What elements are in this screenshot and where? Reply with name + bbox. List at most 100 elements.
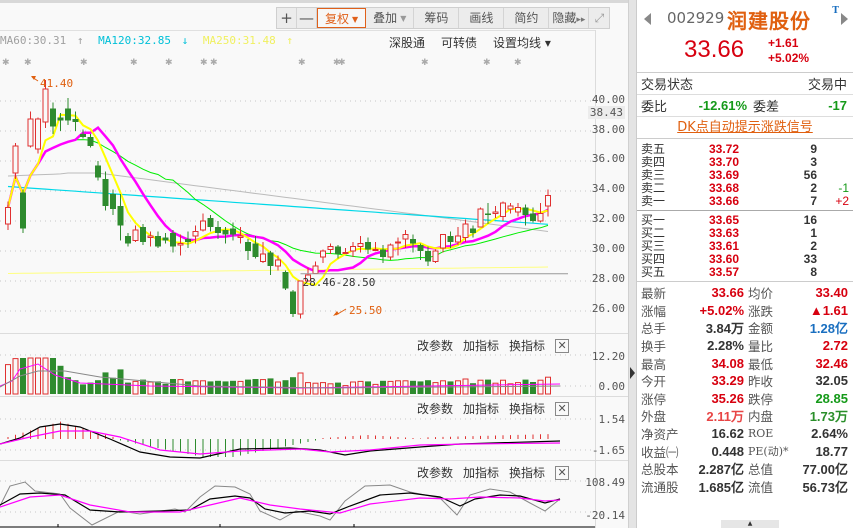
add-indicator-button[interactable]: 加指标 bbox=[463, 466, 500, 480]
level-label: 买一 bbox=[641, 213, 666, 227]
bid-row[interactable]: 买五 33.57 8 bbox=[637, 266, 853, 279]
ma250-label: MA250:31.48 bbox=[202, 34, 276, 47]
stat-label: PE(动)* bbox=[748, 445, 789, 459]
switch-indicator-button[interactable]: 换指标 bbox=[509, 339, 546, 353]
dk-signal-link[interactable]: DK点自动提示涨跌信号 bbox=[637, 117, 853, 139]
level-price: 33.69 bbox=[709, 168, 740, 182]
overlay-dropdown[interactable]: 叠加 ▼ bbox=[366, 8, 415, 28]
level-volume: 56 bbox=[803, 168, 817, 182]
hk-connect-link[interactable]: 深股通 bbox=[389, 36, 426, 50]
chips-button[interactable]: 筹码 bbox=[414, 8, 460, 28]
kdj-axis-min: -20.14 bbox=[585, 509, 625, 522]
volume-panel-header: 改参数 加指标 换指标 ✕ bbox=[417, 337, 570, 354]
stat-value: 77.00亿 bbox=[802, 462, 848, 478]
overlay-label: 叠加 bbox=[373, 11, 398, 25]
stat-label: 金额 bbox=[748, 321, 774, 337]
stat-value: 35.26 bbox=[711, 390, 744, 406]
stat-row: 总手 3.84万 金额 1.28亿 bbox=[637, 319, 853, 337]
bid-row[interactable]: 买二 33.63 1 bbox=[637, 227, 853, 240]
switch-indicator-button[interactable]: 换指标 bbox=[509, 402, 546, 416]
level-volume: 7 bbox=[810, 194, 817, 208]
svg-text:✱: ✱ bbox=[421, 58, 429, 68]
weibi-value: -12.61% bbox=[698, 98, 747, 113]
switch-indicator-button[interactable]: 换指标 bbox=[509, 466, 546, 480]
ma60-label: MA60:30.31 bbox=[0, 34, 67, 47]
stat-label: 外盘 bbox=[641, 409, 667, 425]
svg-text:✱: ✱ bbox=[24, 58, 32, 68]
convertible-bond-link[interactable]: 可转债 bbox=[441, 36, 478, 50]
level-delta: -1 bbox=[838, 181, 849, 195]
stat-value: 1.28亿 bbox=[809, 321, 848, 337]
ma60-value: MA60:30.31 ↑ bbox=[0, 34, 87, 47]
bid-row[interactable]: 买三 33.61 2 bbox=[637, 240, 853, 253]
kdj-axis-max: 108.49 bbox=[585, 476, 625, 489]
simple-mode-button[interactable]: 简约 bbox=[504, 8, 550, 28]
ask-row[interactable]: 卖三 33.69 56 bbox=[637, 169, 853, 182]
svg-text:✱: ✱ bbox=[514, 58, 522, 68]
macd-panel-header: 改参数 加指标 换指标 ✕ bbox=[417, 400, 570, 417]
edit-params-button[interactable]: 改参数 bbox=[417, 466, 454, 480]
ask-row[interactable]: 卖五 33.72 9 bbox=[637, 143, 853, 156]
panel-collapse-handle[interactable] bbox=[628, 0, 636, 528]
svg-text:✱: ✱ bbox=[210, 58, 218, 68]
set-ma-dropdown[interactable]: 设置均线 ▾ bbox=[493, 36, 551, 50]
add-indicator-button[interactable]: 加指标 bbox=[463, 339, 500, 353]
chart-area[interactable]: 28.46-28.50 41.40 25.50 ✱ ✱ ✱ ✱ ✱ ✱ ✱ ✱ ✱ ✱ ✱ ✱ ✱ + — 复… bbox=[0, 0, 628, 528]
level-price: 33.72 bbox=[709, 142, 740, 156]
level-label: 买五 bbox=[641, 265, 666, 279]
prev-stock-icon[interactable] bbox=[644, 13, 651, 25]
chevron-down-icon: ▼ bbox=[400, 13, 407, 23]
stat-label: 总股本 bbox=[641, 462, 679, 478]
fullscreen-button[interactable]: ⤢ bbox=[589, 8, 609, 28]
close-icon[interactable]: ✕ bbox=[555, 465, 570, 480]
zoom-in-button[interactable]: + bbox=[277, 8, 297, 28]
price-label: 32.00 bbox=[591, 212, 625, 225]
ask-row[interactable]: 卖二 33.68 2 -1 bbox=[637, 182, 853, 195]
price-change: +1.61 +5.02% bbox=[768, 36, 809, 66]
hide-button[interactable]: 隐藏▸▸ bbox=[549, 8, 590, 28]
weibi-label: 委比 bbox=[641, 100, 668, 115]
edit-params-button[interactable]: 改参数 bbox=[417, 402, 454, 416]
ma-legend: MA60:30.31 ↑ MA120:32.85 ↓ MA250:31.48 ↑ bbox=[0, 34, 301, 47]
level-price: 33.63 bbox=[709, 226, 740, 240]
kdj-panel-header: 改参数 加指标 换指标 ✕ bbox=[417, 464, 570, 481]
stat-value: 33.29 bbox=[711, 373, 744, 389]
ask-row[interactable]: 卖四 33.70 3 bbox=[637, 156, 853, 169]
level-volume: 2 bbox=[810, 181, 817, 195]
svg-text:✱: ✱ bbox=[483, 58, 491, 68]
svg-text:✱: ✱ bbox=[298, 58, 306, 68]
fuquan-dropdown[interactable]: 复权 ▼ bbox=[317, 8, 367, 28]
stat-row: 涨幅 +5.02% 涨跌 ▲1.61 bbox=[637, 302, 853, 320]
quote-header: 002929 润建股份 T 33.66 +1.61 +5.02% bbox=[637, 0, 853, 73]
close-icon[interactable]: ✕ bbox=[555, 338, 570, 353]
bid-row[interactable]: 买四 33.60 33 bbox=[637, 253, 853, 266]
price-highlight: 38.43 bbox=[587, 106, 625, 119]
edit-params-button[interactable]: 改参数 bbox=[417, 339, 454, 353]
stat-label: 流通股 bbox=[641, 479, 679, 495]
chart-toolbar: + — 复权 ▼ 叠加 ▼ 筹码 画线 简约 隐藏▸▸ ⤢ bbox=[276, 7, 611, 29]
level-volume: 2 bbox=[810, 239, 817, 253]
level-label: 卖二 bbox=[641, 181, 666, 195]
level-price: 33.68 bbox=[709, 181, 740, 195]
svg-text:✱: ✱ bbox=[130, 58, 138, 68]
draw-line-button[interactable]: 画线 bbox=[459, 8, 505, 28]
price-label: 26.00 bbox=[591, 302, 625, 315]
level-delta: +2 bbox=[835, 194, 849, 208]
bid-row[interactable]: 买一 33.65 16 bbox=[637, 214, 853, 227]
stat-row: 涨停 35.26 跌停 28.85 bbox=[637, 390, 853, 408]
change-percent: +5.02% bbox=[768, 51, 810, 65]
add-indicator-button[interactable]: 加指标 bbox=[463, 402, 500, 416]
stat-row: 最高 34.08 最低 32.46 bbox=[637, 354, 853, 372]
close-icon[interactable]: ✕ bbox=[555, 401, 570, 416]
level-volume: 3 bbox=[810, 155, 817, 169]
expand-panel-button[interactable]: ▲ bbox=[721, 520, 779, 528]
svg-text:28.46-28.50: 28.46-28.50 bbox=[303, 276, 376, 289]
next-stock-icon[interactable] bbox=[841, 13, 848, 25]
zoom-out-button[interactable]: — bbox=[297, 8, 317, 28]
stat-label: ROE bbox=[748, 427, 774, 441]
stat-value: ▲1.61 bbox=[809, 302, 848, 318]
ask-row[interactable]: 卖一 33.66 7 +2 bbox=[637, 195, 853, 208]
level-volume: 1 bbox=[810, 226, 817, 240]
